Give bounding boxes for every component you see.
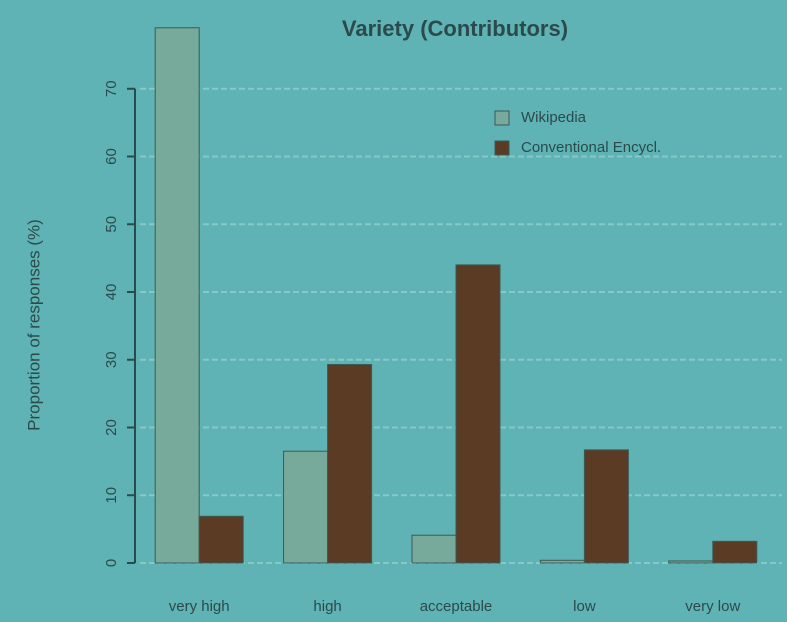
bar bbox=[539, 559, 585, 564]
x-tick-label: low bbox=[573, 598, 596, 615]
legend-swatch bbox=[494, 140, 510, 156]
x-tick-label: acceptable bbox=[420, 598, 493, 615]
bar bbox=[154, 27, 200, 564]
y-tick-label: 20 bbox=[103, 419, 120, 436]
x-tick-label: high bbox=[313, 598, 341, 615]
legend-swatch bbox=[494, 110, 510, 126]
x-tick-label: very low bbox=[685, 598, 740, 615]
y-tick-label: 40 bbox=[103, 284, 120, 301]
legend-label: Conventional Encycl. bbox=[521, 139, 661, 156]
bar bbox=[712, 540, 758, 564]
y-tick-label: 10 bbox=[103, 487, 120, 504]
bar bbox=[583, 449, 629, 564]
y-axis-label: Proportion of responses (%) bbox=[24, 219, 43, 431]
y-tick-label: 60 bbox=[103, 148, 120, 165]
bar bbox=[668, 560, 714, 564]
bar bbox=[455, 264, 501, 564]
bar bbox=[283, 450, 329, 564]
x-tick-label: very high bbox=[169, 598, 230, 615]
y-tick-label: 70 bbox=[103, 80, 120, 97]
bar bbox=[411, 534, 457, 564]
y-tick-label: 30 bbox=[103, 351, 120, 368]
bar bbox=[198, 515, 244, 564]
y-tick-label: 0 bbox=[103, 559, 120, 567]
bar bbox=[327, 363, 373, 564]
chart-title: Variety (Contributors) bbox=[342, 16, 568, 41]
legend-label: Wikipedia bbox=[521, 109, 587, 126]
y-tick-label: 50 bbox=[103, 216, 120, 233]
